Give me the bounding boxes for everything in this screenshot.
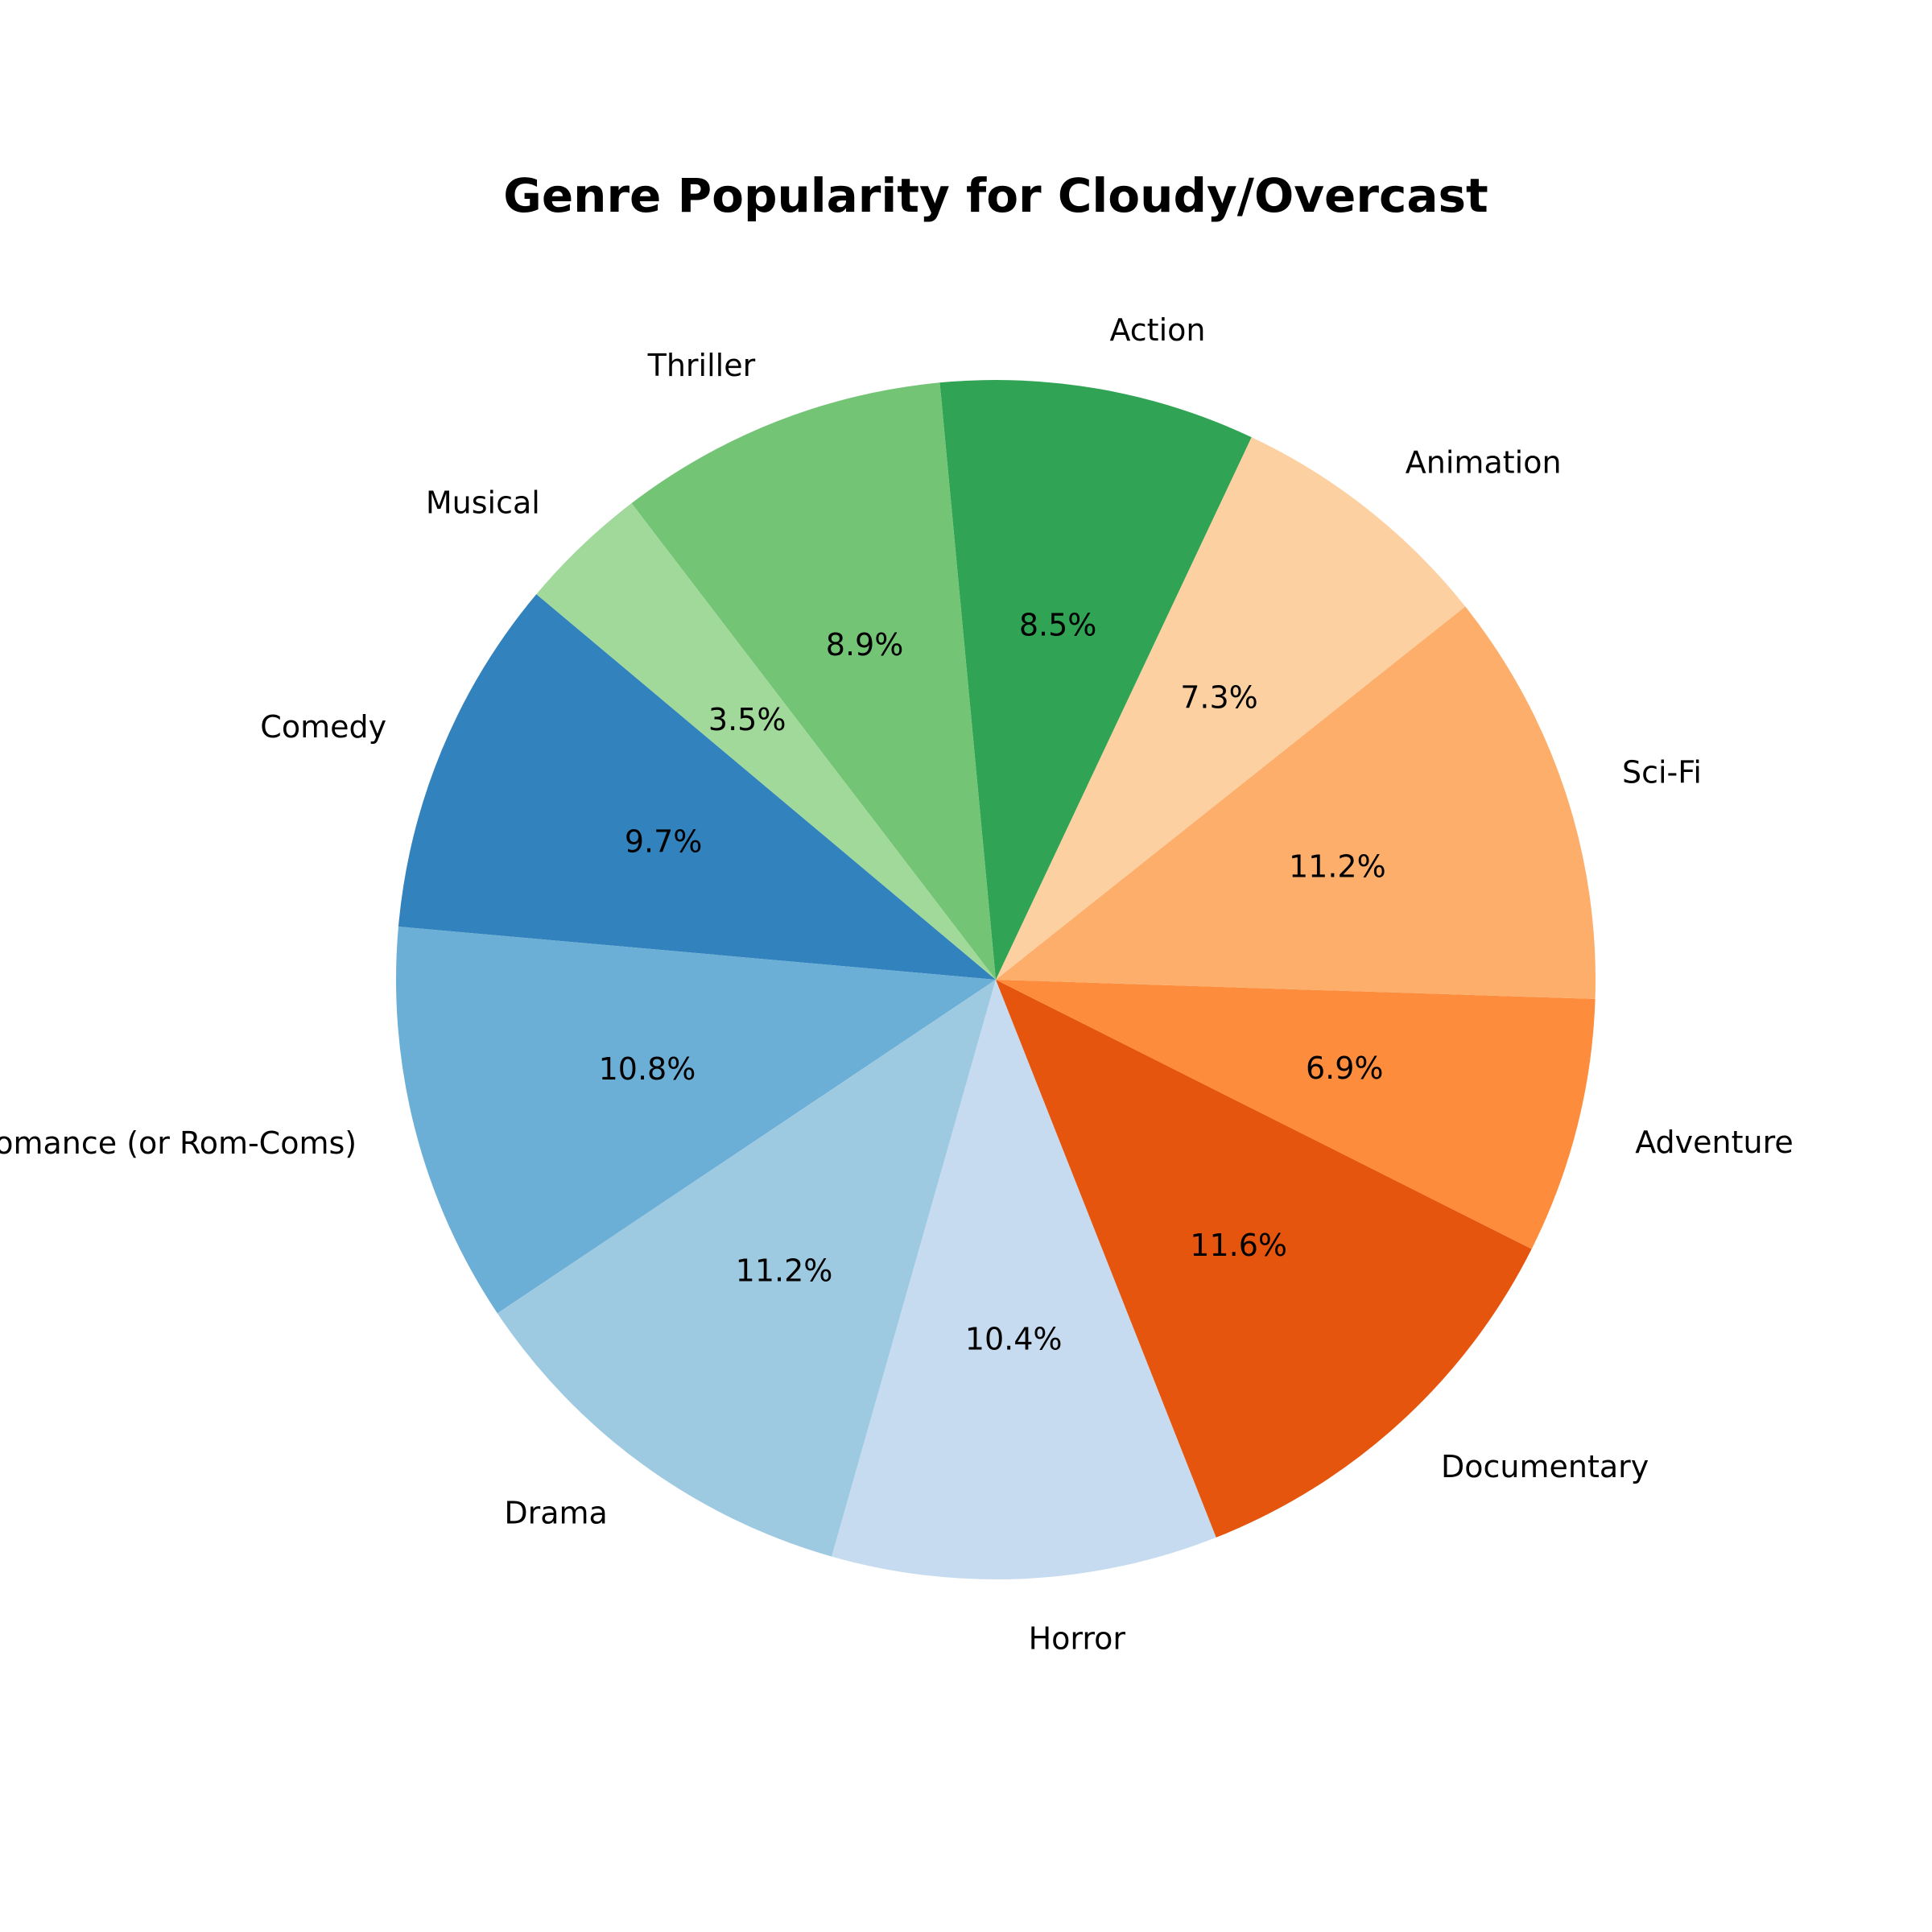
pie-slice-musical [536, 503, 996, 980]
pct-label-thriller: 8.9% [826, 627, 904, 663]
category-label-romance-or-rom-coms: Romance (or Rom-Coms) [0, 1125, 357, 1161]
pct-label-documentary: 11.6% [1190, 1228, 1287, 1263]
pie-slice-action [939, 380, 1252, 980]
category-label-adventure: Adventure [1635, 1125, 1794, 1160]
percentage-labels: 9.7% 10.8% 11.2% 10.4% 11.6% 6.9% 11.2% 7.3% 8.5… [599, 608, 1386, 1357]
pie-slice-adventure [996, 980, 1596, 1249]
pie-slice-thriller [631, 382, 996, 980]
pct-label-animation: 7.3% [1180, 680, 1258, 716]
pie-slice-comedy [398, 594, 996, 980]
category-label-sci-fi: Sci-Fi [1622, 754, 1702, 790]
pie-slices [396, 380, 1596, 1579]
category-label-action: Action [1109, 312, 1205, 348]
pie-slice-animation [996, 437, 1466, 980]
pie-slice-horror [832, 980, 1216, 1579]
category-label-horror: Horror [1029, 1620, 1126, 1656]
pct-label-comedy: 9.7% [625, 824, 703, 860]
category-label-comedy: Comedy [260, 709, 386, 745]
chart-title: Genre Popularity for Cloudy/Overcast [503, 168, 1488, 223]
category-label-drama: Drama [504, 1496, 607, 1531]
pie-slice-drama [497, 980, 996, 1557]
category-label-thriller: Thriller [647, 348, 756, 383]
pct-label-romance-or-rom-coms: 10.8% [599, 1051, 696, 1087]
pct-label-adventure: 6.9% [1306, 1051, 1384, 1086]
pct-label-drama: 11.2% [736, 1253, 833, 1288]
pct-label-action: 8.5% [1019, 608, 1097, 643]
pct-label-musical: 3.5% [708, 702, 786, 737]
pie-slice-sci-fi [996, 606, 1596, 999]
category-labels: Comedy Romance (or Rom-Coms) Drama Horror Do… [0, 312, 1794, 1657]
category-label-documentary: Documentary [1441, 1449, 1649, 1484]
pct-label-sci-fi: 11.2% [1289, 848, 1386, 884]
pie-slice-romance-or-rom-coms [396, 927, 997, 1314]
pct-label-horror: 10.4% [965, 1321, 1063, 1356]
category-label-musical: Musical [426, 485, 540, 521]
category-label-animation: Animation [1406, 445, 1562, 481]
pie-slice-documentary [996, 980, 1532, 1538]
